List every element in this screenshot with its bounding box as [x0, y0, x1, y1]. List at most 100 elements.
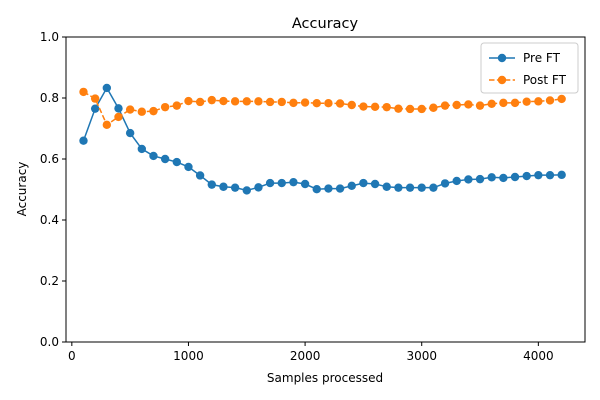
data-point-post-ft — [522, 97, 531, 106]
data-point-pre-ft — [125, 128, 135, 138]
data-point-pre-ft — [219, 182, 228, 191]
data-point-pre-ft — [405, 183, 415, 192]
data-point-post-ft — [475, 101, 485, 110]
data-point-post-ft — [149, 106, 158, 116]
data-point-post-ft — [265, 97, 275, 107]
series-post-ft — [79, 87, 566, 130]
data-point-pre-ft — [347, 181, 356, 191]
data-point-pre-ft — [522, 171, 531, 181]
y-tick-label: 1.0 — [40, 30, 59, 44]
x-axis: 0 1000 2000 3000 4000 — [68, 342, 554, 363]
data-point-pre-ft — [254, 183, 263, 192]
x-tick-label: 1000 — [173, 349, 204, 363]
data-point-pre-ft — [557, 170, 566, 180]
legend-swatch-marker — [497, 75, 507, 85]
data-point-post-ft — [172, 101, 181, 110]
data-point-post-ft — [335, 99, 345, 108]
legend-label: Post FT — [523, 73, 567, 87]
data-point-post-ft — [160, 102, 170, 112]
data-point-post-ft — [137, 107, 147, 116]
data-point-pre-ft — [79, 136, 88, 145]
data-point-post-ft — [289, 98, 298, 108]
data-point-pre-ft — [184, 162, 193, 172]
data-point-post-ft — [545, 96, 555, 105]
data-point-post-ft — [195, 97, 205, 107]
y-tick-label: 0.6 — [40, 152, 59, 166]
y-tick-label: 0.2 — [40, 274, 59, 288]
data-point-post-ft — [277, 97, 286, 107]
data-point-post-ft — [534, 97, 543, 106]
data-point-pre-ft — [429, 183, 438, 192]
data-point-post-ft — [125, 105, 135, 114]
data-point-pre-ft — [534, 170, 543, 180]
legend-swatch-marker — [497, 53, 507, 63]
data-point-pre-ft — [499, 173, 508, 183]
data-point-pre-ft — [487, 173, 496, 182]
y-axis-label: Accuracy — [15, 162, 29, 217]
data-point-pre-ft — [137, 144, 147, 154]
data-point-pre-ft — [90, 104, 100, 113]
data-point-pre-ft — [510, 172, 520, 182]
data-point-post-ft — [300, 98, 310, 107]
data-point-post-ft — [557, 94, 566, 104]
data-point-post-ft — [312, 98, 321, 108]
data-point-pre-ft — [452, 176, 461, 186]
data-point-pre-ft — [440, 179, 450, 188]
data-point-post-ft — [114, 112, 123, 122]
plot-area — [79, 83, 566, 195]
data-point-pre-ft — [207, 180, 216, 189]
series-pre-ft — [79, 83, 566, 195]
legend-entry-pre-ft: Pre FT — [489, 51, 561, 65]
data-point-pre-ft — [417, 183, 426, 192]
data-point-post-ft — [464, 100, 473, 109]
data-point-post-ft — [219, 96, 228, 106]
chart-title: Accuracy — [292, 16, 359, 32]
data-point-post-ft — [230, 97, 240, 106]
data-point-post-ft — [440, 101, 450, 110]
x-tick-label: 2000 — [290, 349, 321, 363]
data-point-pre-ft — [312, 184, 321, 194]
data-point-pre-ft — [149, 151, 158, 161]
data-point-post-ft — [429, 103, 438, 112]
x-tick-label: 0 — [68, 349, 76, 363]
data-point-pre-ft — [359, 178, 368, 188]
data-point-pre-ft — [114, 104, 123, 113]
data-point-post-ft — [254, 97, 263, 106]
data-point-post-ft — [487, 99, 496, 108]
data-point-pre-ft — [324, 184, 333, 193]
data-point-post-ft — [499, 98, 508, 108]
data-point-pre-ft — [475, 174, 485, 184]
data-point-post-ft — [405, 104, 415, 114]
data-point-post-ft — [417, 104, 426, 114]
y-tick-label: 0.0 — [40, 335, 59, 349]
legend-entry-post-ft: Post FT — [489, 73, 567, 87]
data-point-pre-ft — [464, 175, 473, 184]
data-point-pre-ft — [289, 177, 298, 187]
data-point-pre-ft — [335, 184, 345, 193]
data-point-post-ft — [324, 98, 333, 108]
data-point-pre-ft — [195, 171, 205, 180]
data-point-pre-ft — [160, 154, 170, 164]
data-point-post-ft — [347, 100, 356, 110]
data-point-pre-ft — [394, 183, 403, 192]
data-point-pre-ft — [230, 183, 240, 192]
data-point-post-ft — [102, 120, 112, 130]
data-point-pre-ft — [102, 83, 112, 93]
data-point-pre-ft — [277, 178, 286, 188]
data-point-pre-ft — [545, 170, 555, 180]
legend: Pre FT Post FT — [480, 42, 579, 94]
x-axis-label: Samples processed — [267, 371, 383, 385]
legend-label: Pre FT — [523, 51, 561, 65]
data-point-post-ft — [79, 87, 88, 97]
data-point-post-ft — [452, 100, 461, 110]
data-point-pre-ft — [370, 179, 380, 189]
y-axis: 0.0 0.2 0.4 0.6 0.8 1.0 — [40, 30, 66, 349]
data-point-pre-ft — [172, 157, 181, 167]
data-point-post-ft — [370, 102, 380, 112]
data-point-post-ft — [207, 95, 216, 105]
data-point-pre-ft — [382, 182, 391, 191]
data-point-pre-ft — [300, 179, 310, 189]
data-point-post-ft — [510, 98, 520, 108]
x-tick-label: 4000 — [523, 349, 554, 363]
